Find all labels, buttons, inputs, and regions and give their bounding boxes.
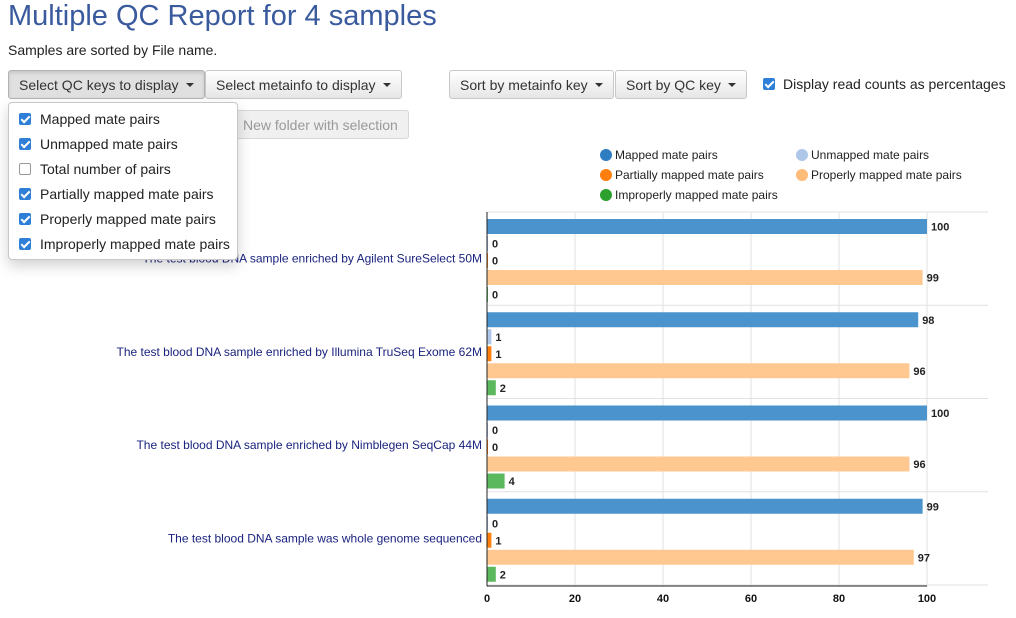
legend-swatch xyxy=(600,189,612,201)
qc-key-unmapped[interactable]: Unmapped mate pairs xyxy=(9,131,237,156)
legend-item[interactable]: Properly mapped mate pairs xyxy=(796,168,962,182)
select-metainfo-label: Select metainfo to display xyxy=(216,76,376,93)
category-label: The test blood DNA sample was whole geno… xyxy=(168,531,482,545)
qc-key-properly[interactable]: Properly mapped mate pairs xyxy=(9,206,237,231)
qc-key-label: Total number of pairs xyxy=(40,160,171,177)
legend-item[interactable]: Partially mapped mate pairs xyxy=(600,168,764,182)
qc-key-checkbox[interactable] xyxy=(19,162,31,175)
data-label: 0 xyxy=(492,442,498,454)
tick-label: 100 xyxy=(918,593,936,605)
bar xyxy=(487,549,914,565)
qc-key-total[interactable]: Total number of pairs xyxy=(9,156,237,181)
caret-down-icon xyxy=(382,82,391,87)
data-label: 2 xyxy=(500,383,506,395)
qc-key-label: Properly mapped mate pairs xyxy=(40,210,216,227)
caret-down-icon xyxy=(727,82,736,87)
bar xyxy=(487,219,927,234)
new-folder-label: New folder with selection xyxy=(243,116,398,133)
qc-key-checkbox[interactable] xyxy=(19,112,31,125)
data-label: 96 xyxy=(913,366,925,378)
data-label: 1 xyxy=(495,535,501,547)
data-label: 100 xyxy=(931,222,949,234)
tick-label: 80 xyxy=(833,593,845,605)
bar xyxy=(487,312,919,328)
data-label: 0 xyxy=(492,239,498,251)
sort-by-metainfo-label: Sort by metainfo key xyxy=(460,76,588,93)
percentages-label: Display read counts as percentages xyxy=(783,76,1006,92)
sort-by-metainfo-button[interactable]: Sort by metainfo key xyxy=(449,70,614,99)
data-label: 4 xyxy=(509,476,516,488)
qc-key-mapped[interactable]: Mapped mate pairs xyxy=(9,106,237,131)
qc-key-label: Partially mapped mate pairs xyxy=(40,185,214,202)
data-label: 99 xyxy=(927,273,939,285)
sort-note: Samples are sorted by File name. xyxy=(8,42,218,58)
tick-label: 20 xyxy=(569,593,581,605)
qc-key-partially[interactable]: Partially mapped mate pairs xyxy=(9,181,237,206)
qc-key-label: Improperly mapped mate pairs xyxy=(40,235,230,252)
tick-label: 60 xyxy=(745,593,757,605)
tick-label: 40 xyxy=(657,593,669,605)
legend-label: Partially mapped mate pairs xyxy=(615,168,764,182)
bar xyxy=(487,566,496,582)
tick-label: 0 xyxy=(484,593,490,605)
category-label: The test blood DNA sample enriched by Ni… xyxy=(136,438,482,452)
qc-key-checkbox[interactable] xyxy=(19,137,31,150)
qc-keys-dropdown-menu: Mapped mate pairs Unmapped mate pairs To… xyxy=(8,102,238,260)
qc-key-label: Unmapped mate pairs xyxy=(40,135,178,152)
percentages-toggle[interactable]: Display read counts as percentages xyxy=(763,76,1006,92)
data-label: 99 xyxy=(927,501,939,513)
bar xyxy=(487,532,492,548)
data-label: 1 xyxy=(495,349,501,361)
select-metainfo-button[interactable]: Select metainfo to display xyxy=(205,70,402,99)
legend-item[interactable]: Improperly mapped mate pairs xyxy=(600,188,778,202)
legend-swatch xyxy=(600,169,612,181)
data-label: 97 xyxy=(918,552,930,564)
data-label: 100 xyxy=(931,408,949,420)
bar xyxy=(487,329,492,345)
bar xyxy=(487,380,496,396)
qc-key-improperly[interactable]: Improperly mapped mate pairs xyxy=(9,231,237,256)
legend-item[interactable]: Unmapped mate pairs xyxy=(796,148,929,162)
legend-label: Improperly mapped mate pairs xyxy=(615,188,778,202)
data-label: 96 xyxy=(913,459,925,471)
qc-key-checkbox[interactable] xyxy=(19,237,31,250)
bar xyxy=(487,456,910,472)
chart-legend: Mapped mate pairs Unmapped mate pairs Pa… xyxy=(600,146,1010,208)
select-qc-keys-button[interactable]: Select QC keys to display xyxy=(8,70,205,99)
bar xyxy=(487,270,923,285)
legend-label: Unmapped mate pairs xyxy=(811,148,930,162)
bar xyxy=(487,346,492,362)
legend-label: Properly mapped mate pairs xyxy=(811,168,962,182)
data-label: 1 xyxy=(495,332,501,344)
qc-key-checkbox[interactable] xyxy=(19,212,31,225)
bar xyxy=(487,405,927,421)
sort-by-qc-key-button[interactable]: Sort by QC key xyxy=(615,70,747,99)
legend-swatch xyxy=(796,169,808,181)
sort-by-qc-key-label: Sort by QC key xyxy=(626,76,721,93)
legend-swatch xyxy=(600,149,612,161)
legend-swatch xyxy=(796,149,808,161)
caret-down-icon xyxy=(594,82,603,87)
caret-down-icon xyxy=(185,82,194,87)
bar xyxy=(487,473,505,489)
bar xyxy=(487,363,910,379)
select-qc-keys-label: Select QC keys to display xyxy=(19,76,179,93)
category-label: The test blood DNA sample enriched by Il… xyxy=(116,345,482,359)
data-label: 0 xyxy=(492,290,498,302)
data-label: 2 xyxy=(500,569,506,581)
bar xyxy=(487,498,923,514)
qc-key-checkbox[interactable] xyxy=(19,187,31,200)
legend-label: Mapped mate pairs xyxy=(615,148,718,162)
data-label: 98 xyxy=(922,315,934,327)
data-label: 0 xyxy=(492,256,498,268)
qc-key-label: Mapped mate pairs xyxy=(40,110,160,127)
data-label: 0 xyxy=(492,425,498,437)
legend-item[interactable]: Mapped mate pairs xyxy=(600,148,718,162)
percentages-checkbox[interactable] xyxy=(763,78,775,90)
page-title: Multiple QC Report for 4 samples xyxy=(8,0,437,32)
data-label: 0 xyxy=(492,518,498,530)
